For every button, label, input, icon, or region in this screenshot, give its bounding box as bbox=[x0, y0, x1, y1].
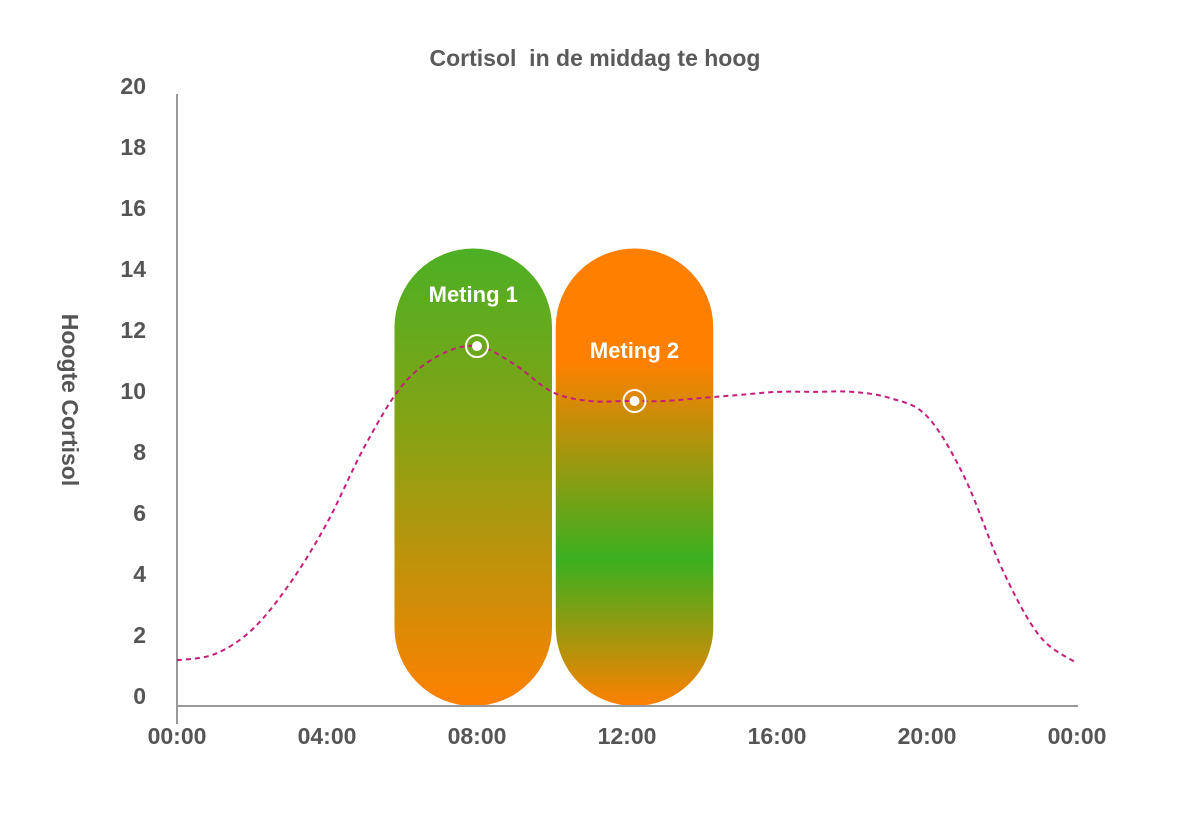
measurement-band-1 bbox=[394, 248, 552, 706]
x-tick-label: 08:00 bbox=[448, 723, 507, 749]
measurement-labels: Meting 1 Meting 2 bbox=[429, 282, 679, 363]
measurement-markers bbox=[465, 334, 647, 413]
x-tick-label: 00:00 bbox=[148, 723, 207, 749]
cortisol-curve bbox=[176, 344, 1078, 665]
y-tick-label: 8 bbox=[133, 439, 146, 465]
measurement-marker-ring bbox=[465, 334, 489, 359]
measurement-marker-dot bbox=[629, 396, 640, 406]
y-tick-label: 18 bbox=[120, 134, 146, 160]
x-tick-label: 20:00 bbox=[898, 723, 957, 749]
measurement-marker-ring bbox=[622, 389, 647, 413]
x-tick-label: 12:00 bbox=[598, 723, 657, 749]
measurement-label-1: Meting 1 bbox=[429, 282, 518, 307]
y-tick-label: 2 bbox=[133, 622, 146, 648]
y-tick-label: 4 bbox=[133, 561, 146, 587]
y-axis-label: Hoogte Cortisol bbox=[57, 314, 83, 487]
y-tick-label: 0 bbox=[133, 683, 146, 709]
measurement-marker-dot bbox=[472, 341, 482, 352]
y-tick-label: 20 bbox=[120, 73, 146, 99]
measurement-bands bbox=[394, 248, 714, 706]
x-tick-label: 16:00 bbox=[748, 723, 807, 749]
x-tick-labels: 00:00 04:00 08:00 12:00 16:00 20:00 00:00 bbox=[148, 723, 1107, 749]
x-tick-label: 04:00 bbox=[298, 723, 357, 749]
measurement-band-2 bbox=[555, 248, 714, 706]
y-tick-label: 14 bbox=[120, 256, 146, 282]
y-tick-label: 6 bbox=[133, 500, 146, 526]
y-tick-label: 10 bbox=[120, 378, 146, 404]
x-tick-label: 00:00 bbox=[1048, 723, 1107, 749]
y-tick-label: 16 bbox=[120, 195, 146, 221]
chart-title: Cortisol in de middag te hoog bbox=[430, 45, 761, 71]
y-tick-label: 12 bbox=[120, 317, 146, 343]
measurement-label-2: Meting 2 bbox=[590, 338, 679, 363]
y-tick-labels: 0 2 4 6 8 10 12 14 16 18 20 bbox=[120, 73, 146, 709]
